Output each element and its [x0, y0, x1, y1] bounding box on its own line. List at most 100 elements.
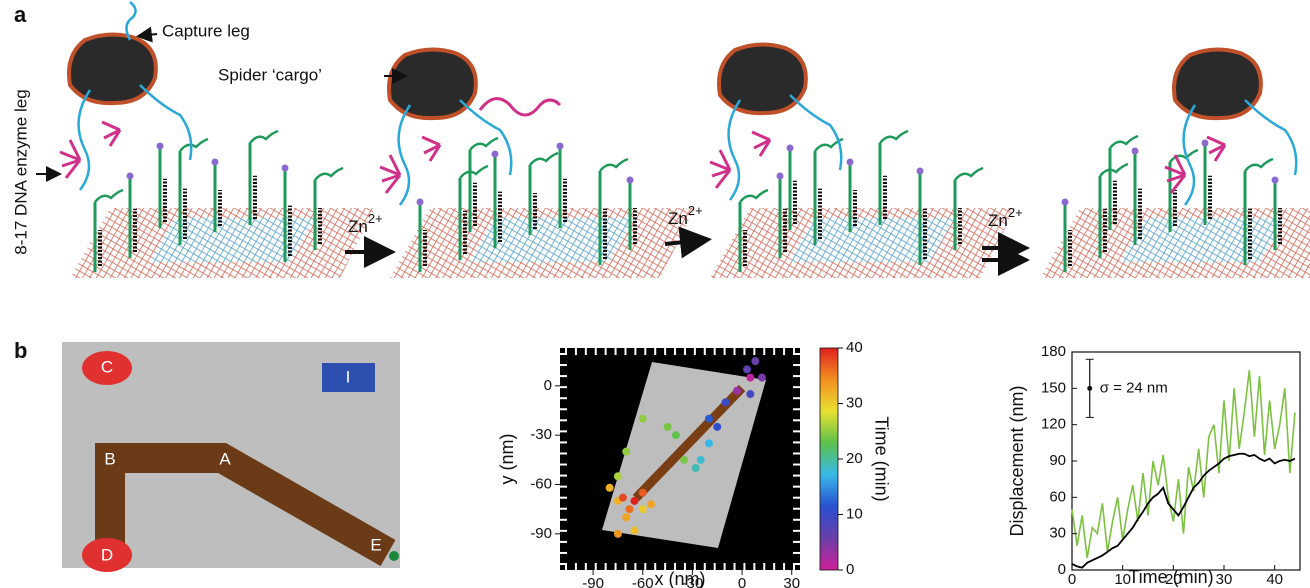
y-tick-label: 60	[1049, 488, 1066, 505]
x-tick-label: 30	[1216, 571, 1233, 588]
point	[713, 423, 721, 431]
x-tick-label: 40	[1266, 571, 1283, 588]
colorbar-label: Time (min)	[871, 416, 891, 501]
point	[746, 390, 754, 398]
cargo	[1174, 49, 1261, 118]
illustration	[60, 2, 1310, 278]
y-tick-label: -90	[530, 525, 552, 542]
point	[697, 456, 705, 464]
x-tick-label: 0	[738, 575, 746, 588]
cleaved-end	[212, 159, 219, 166]
colorbar	[820, 348, 838, 570]
track-label: B	[104, 449, 115, 468]
y-tick-label: 150	[1041, 379, 1066, 396]
strand-hook	[1100, 164, 1128, 176]
capture-leg-label: Capture leg	[162, 21, 250, 40]
strand-hook	[460, 166, 488, 178]
cargo	[389, 49, 476, 118]
cleaved-end	[417, 199, 424, 206]
x-tick-label: -60	[632, 575, 654, 588]
strand-hook	[600, 159, 628, 171]
free-leg	[480, 99, 560, 115]
point	[722, 398, 730, 406]
track-label: D	[101, 545, 113, 564]
point	[672, 431, 680, 439]
step-sup: 2+	[688, 203, 703, 218]
x-axis-label: x (nm)	[655, 569, 706, 588]
enzyme	[60, 140, 80, 178]
x-axis-label: Time (min)	[1128, 567, 1213, 587]
panel-label: b	[14, 338, 27, 363]
colorbar-tick-label: 0	[846, 561, 854, 578]
colorbar-tick-label: 10	[846, 505, 863, 522]
cleaved-end	[1272, 177, 1279, 184]
strand-hook	[180, 139, 208, 151]
point	[622, 513, 630, 521]
enzyme	[710, 150, 730, 188]
y-tick-label: 180	[1041, 343, 1066, 360]
x-tick-label: -90	[582, 575, 604, 588]
leg	[399, 105, 410, 205]
strand-hook	[250, 131, 278, 143]
point	[614, 530, 622, 538]
figure: a 8-17 DNA enzyme leg Capture leg Spider…	[0, 0, 1310, 588]
point	[705, 415, 713, 423]
step-base: Zn	[668, 209, 688, 228]
step-base: Zn	[988, 211, 1008, 230]
point	[758, 374, 766, 382]
point	[743, 365, 751, 373]
series-line	[1072, 370, 1295, 558]
strand-hook	[470, 138, 498, 150]
y-tick-label: -60	[530, 475, 552, 492]
leg	[79, 90, 90, 190]
point	[622, 448, 630, 456]
strand-hook	[880, 131, 908, 143]
point	[639, 505, 647, 513]
y-tick-label: 0	[544, 377, 552, 394]
point	[746, 374, 754, 382]
cleaved-end	[127, 173, 134, 180]
surface-center	[1120, 218, 1285, 262]
cleaved-end	[1062, 199, 1069, 206]
point	[751, 357, 759, 365]
point	[680, 456, 688, 464]
point	[619, 494, 627, 502]
enzyme	[752, 132, 770, 156]
step-base: Zn	[348, 217, 368, 236]
point	[614, 472, 622, 480]
point	[692, 464, 700, 472]
cleaved-end	[787, 145, 794, 152]
strand-hook	[95, 190, 123, 202]
point	[626, 505, 634, 513]
colorbar-tick-label: 40	[846, 339, 863, 356]
pointer-arrow	[140, 34, 157, 36]
cleaved-end	[777, 173, 784, 180]
step-label: Zn2+	[668, 203, 703, 228]
leg	[729, 100, 740, 200]
point	[630, 497, 638, 505]
y-tick-label: 120	[1041, 416, 1066, 433]
strand-hook	[530, 153, 558, 165]
cleaved-end	[917, 168, 924, 175]
y-axis-label: y (nm)	[497, 434, 517, 485]
cleaved-end	[282, 165, 289, 172]
cleaved-end	[1132, 148, 1139, 155]
y-tick-label: 0	[1058, 561, 1066, 578]
strand-hook	[1245, 159, 1273, 171]
strand-hook	[955, 168, 983, 180]
point	[733, 387, 741, 395]
cleaved-end	[1202, 140, 1209, 147]
track-label: E	[370, 535, 381, 554]
cleaved-end	[847, 159, 854, 166]
x-tick-label: 0	[1068, 571, 1076, 588]
panel-label: a	[14, 2, 27, 27]
spider-dot	[389, 551, 399, 561]
step-sup: 2+	[1008, 205, 1023, 220]
cleaved-end	[492, 151, 499, 158]
point	[664, 423, 672, 431]
strand-hook	[315, 168, 343, 180]
enzyme	[1207, 137, 1225, 161]
point	[639, 489, 647, 497]
track-label: A	[219, 449, 231, 468]
